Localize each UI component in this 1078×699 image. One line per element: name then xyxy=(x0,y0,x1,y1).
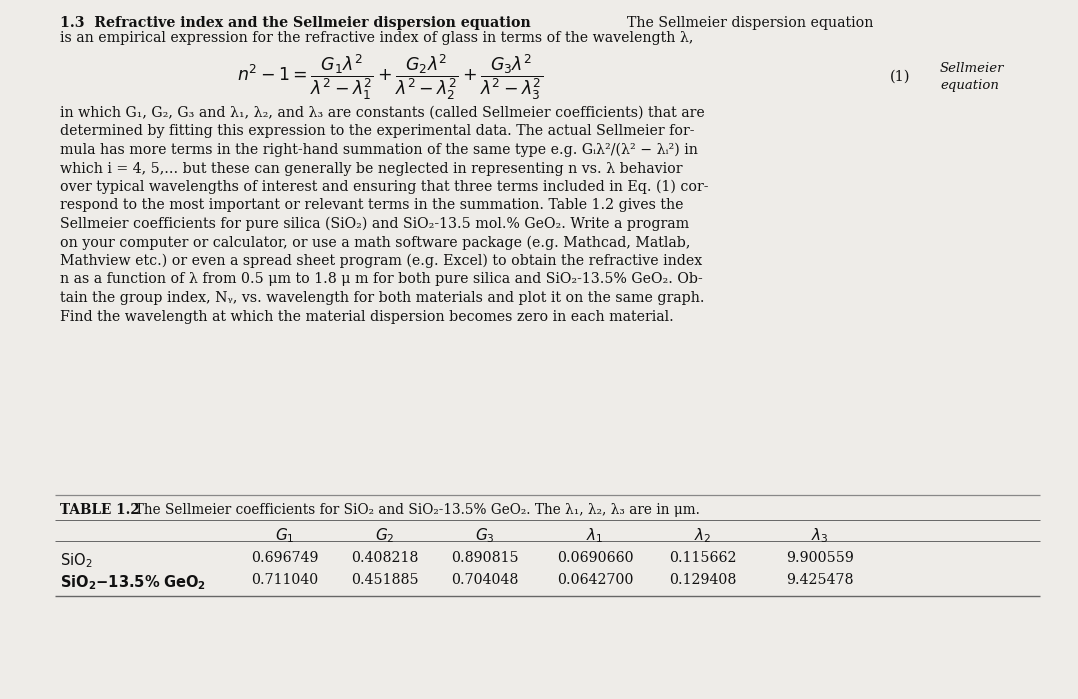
Text: 1.3  Refractive index and the Sellmeier dispersion equation: 1.3 Refractive index and the Sellmeier d… xyxy=(60,16,530,30)
Text: Sellmeier coefficients for pure silica (SiO₂) and SiO₂-13.5 mol.% GeO₂. Write a : Sellmeier coefficients for pure silica (… xyxy=(60,217,689,231)
Text: $\mathbf{SiO_2}$$\mathbf{{-13.5\%\ GeO_2}}$: $\mathbf{SiO_2}$$\mathbf{{-13.5\%\ GeO_2… xyxy=(60,573,206,591)
Text: 9.900559: 9.900559 xyxy=(786,551,854,565)
Text: on your computer or calculator, or use a math software package (e.g. Mathcad, Ma: on your computer or calculator, or use a… xyxy=(60,236,690,250)
Text: Sellmeier: Sellmeier xyxy=(940,62,1005,75)
Text: (1): (1) xyxy=(890,70,911,84)
Text: 0.0642700: 0.0642700 xyxy=(556,573,633,587)
Text: The Sellmeier dispersion equation: The Sellmeier dispersion equation xyxy=(618,16,873,30)
Text: $\lambda_{2}$: $\lambda_{2}$ xyxy=(694,526,711,545)
Text: 0.711040: 0.711040 xyxy=(251,573,319,587)
Text: $G_{1}$: $G_{1}$ xyxy=(275,526,294,545)
Text: which i = 4, 5,... but these can generally be neglected in representing n vs. λ : which i = 4, 5,... but these can general… xyxy=(60,161,682,175)
Text: 0.890815: 0.890815 xyxy=(452,551,519,565)
Text: Find the wavelength at which the material dispersion becomes zero in each materi: Find the wavelength at which the materia… xyxy=(60,310,674,324)
Text: 0.0690660: 0.0690660 xyxy=(556,551,633,565)
Text: The Sellmeier coefficients for SiO₂ and SiO₂-13.5% GeO₂. The λ₁, λ₂, λ₃ are in μ: The Sellmeier coefficients for SiO₂ and … xyxy=(126,503,700,517)
Text: 9.425478: 9.425478 xyxy=(786,573,854,587)
Text: 0.129408: 0.129408 xyxy=(669,573,736,587)
Text: $\mathrm{SiO_2}$: $\mathrm{SiO_2}$ xyxy=(60,551,93,570)
Text: determined by fitting this expression to the experimental data. The actual Sellm: determined by fitting this expression to… xyxy=(60,124,694,138)
Text: in which G₁, G₂, G₃ and λ₁, λ₂, and λ₃ are constants (called Sellmeier coefficie: in which G₁, G₂, G₃ and λ₁, λ₂, and λ₃ a… xyxy=(60,106,705,120)
Text: 0.451885: 0.451885 xyxy=(351,573,419,587)
Text: $\lambda_{1}$: $\lambda_{1}$ xyxy=(586,526,604,545)
Text: equation: equation xyxy=(940,80,999,92)
Text: 0.115662: 0.115662 xyxy=(669,551,736,565)
Text: 0.696749: 0.696749 xyxy=(251,551,319,565)
Text: over typical wavelengths of interest and ensuring that three terms included in E: over typical wavelengths of interest and… xyxy=(60,180,708,194)
Text: 0.408218: 0.408218 xyxy=(351,551,418,565)
Text: tain the group index, Nᵧ, vs. wavelength for both materials and plot it on the s: tain the group index, Nᵧ, vs. wavelength… xyxy=(60,291,705,305)
Text: $G_{3}$: $G_{3}$ xyxy=(475,526,495,545)
Text: $G_{2}$: $G_{2}$ xyxy=(375,526,395,545)
Text: $\lambda_{3}$: $\lambda_{3}$ xyxy=(812,526,829,545)
Text: $n^2 - 1 = \dfrac{G_1\lambda^2}{\lambda^2 - \lambda_1^2} + \dfrac{G_2\lambda^2}{: $n^2 - 1 = \dfrac{G_1\lambda^2}{\lambda^… xyxy=(237,52,543,102)
Text: n as a function of λ from 0.5 μm to 1.8 μ m for both pure silica and SiO₂-13.5% : n as a function of λ from 0.5 μm to 1.8 … xyxy=(60,273,703,287)
Text: TABLE 1.2: TABLE 1.2 xyxy=(60,503,140,517)
Text: 0.704048: 0.704048 xyxy=(452,573,519,587)
Text: respond to the most important or relevant terms in the summation. Table 1.2 give: respond to the most important or relevan… xyxy=(60,199,683,212)
Text: is an empirical expression for the refractive index of glass in terms of the wav: is an empirical expression for the refra… xyxy=(60,31,693,45)
Text: mula has more terms in the right-hand summation of the same type e.g. Gᵢλ²/(λ² −: mula has more terms in the right-hand su… xyxy=(60,143,697,157)
Text: Mathview etc.) or even a spread sheet program (e.g. Excel) to obtain the refract: Mathview etc.) or even a spread sheet pr… xyxy=(60,254,702,268)
